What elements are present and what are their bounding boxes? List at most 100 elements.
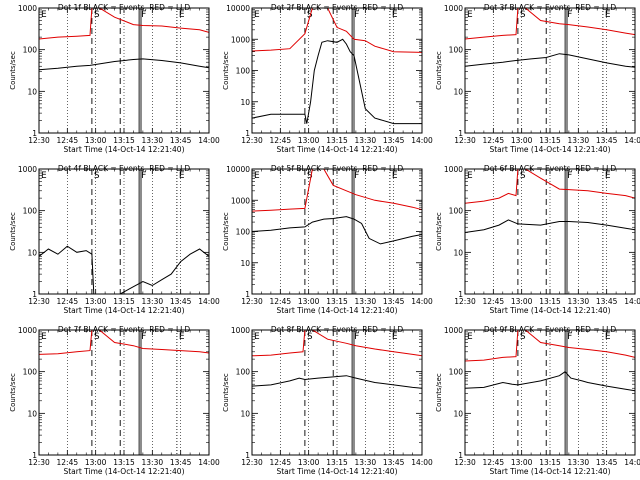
y-axis-label: Counts/sec: [222, 51, 230, 90]
x-tick-label: 12:45: [483, 136, 505, 145]
y-tick-label: 1: [245, 129, 250, 138]
marker-label: F: [354, 332, 359, 342]
y-tick-label: 1: [32, 129, 37, 138]
y-tick-label: 1: [32, 290, 37, 299]
x-tick-label: 13:15: [539, 136, 561, 145]
x-tick-label: 12:30: [28, 297, 50, 306]
y-tick-label: 100: [236, 67, 251, 76]
series-line-lld: [251, 7, 423, 53]
x-tick-label: 12:45: [270, 458, 292, 467]
x-tick-label: 12:30: [454, 136, 476, 145]
x-tick-label: 13:45: [383, 458, 405, 467]
marker-label: F: [567, 332, 572, 342]
x-tick-label: 13:30: [568, 136, 590, 145]
marker-label: E: [605, 332, 611, 342]
marker-label: S: [520, 10, 526, 20]
series-line-events: [464, 219, 636, 233]
x-tick-label: 12:30: [241, 136, 263, 145]
x-tick-label: 13:15: [326, 136, 348, 145]
series-line-events: [464, 53, 636, 68]
x-tick-label: 14:00: [198, 297, 220, 306]
x-tick-label: 13:30: [142, 458, 164, 467]
x-tick-label: 14:00: [198, 136, 220, 145]
x-tick-label: 13:30: [568, 297, 590, 306]
marker-label: E: [467, 332, 473, 342]
marker-label: E: [179, 332, 185, 342]
x-tick-label: 12:45: [270, 136, 292, 145]
x-tick-label: 13:30: [355, 458, 377, 467]
x-axis-label: Start Time (14-Oct-14 12:21:40): [489, 306, 610, 315]
x-tick-label: 12:30: [454, 297, 476, 306]
y-tick-label: 10: [27, 409, 37, 418]
y-tick-label: 10000: [226, 4, 250, 13]
x-tick-label: 13:30: [142, 136, 164, 145]
x-tick-label: 13:15: [539, 458, 561, 467]
y-tick-label: 1000: [18, 326, 37, 335]
marker-label: S: [520, 171, 526, 181]
y-tick-label: 1000: [231, 326, 250, 335]
y-tick-label: 10: [453, 87, 463, 96]
series-line-lld: [251, 168, 423, 212]
y-tick-label: 1: [458, 451, 463, 460]
marker-label: F: [141, 10, 146, 20]
y-tick-label: 1: [245, 451, 250, 460]
y-axis-label: Counts/sec: [9, 373, 17, 412]
x-tick-label: 13:45: [170, 458, 192, 467]
series-line-events: [251, 216, 423, 245]
y-tick-label: 1: [245, 290, 250, 299]
x-tick-label: 13:45: [383, 136, 405, 145]
x-tick-label: 12:30: [241, 297, 263, 306]
y-axis-label: Counts/sec: [9, 51, 17, 90]
marker-label: E: [467, 10, 473, 20]
x-tick-label: 14:00: [624, 297, 640, 306]
x-tick-label: 13:45: [596, 136, 618, 145]
x-tick-label: 14:00: [411, 297, 433, 306]
y-tick-label: 1: [32, 451, 37, 460]
x-tick-label: 13:45: [170, 297, 192, 306]
y-tick-label: 100: [449, 368, 464, 377]
y-tick-label: 1: [458, 290, 463, 299]
marker-label: E: [41, 332, 47, 342]
series-line-events: [464, 371, 636, 392]
x-tick-label: 13:00: [511, 297, 533, 306]
marker-label: F: [567, 10, 572, 20]
marker-label: E: [605, 171, 611, 181]
marker-label: E: [254, 10, 260, 20]
x-tick-label: 13:00: [511, 136, 533, 145]
x-tick-label: 13:30: [142, 297, 164, 306]
marker-label: E: [41, 10, 47, 20]
y-tick-label: 1000: [231, 196, 250, 205]
marker-label: E: [392, 10, 398, 20]
series-line-lld: [251, 329, 423, 357]
x-tick-label: 12:45: [57, 136, 79, 145]
x-tick-label: 12:30: [28, 136, 50, 145]
series-line-lld: [464, 329, 636, 362]
y-tick-label: 10: [27, 87, 37, 96]
series-line-events: [251, 38, 422, 125]
x-axis-label: Start Time (14-Oct-14 12:21:40): [276, 467, 397, 476]
x-tick-label: 13:00: [85, 297, 107, 306]
y-axis-label: Counts/sec: [435, 51, 443, 90]
y-tick-label: 100: [23, 368, 38, 377]
y-tick-label: 100: [23, 207, 38, 216]
y-tick-label: 10: [240, 409, 250, 418]
y-tick-label: 100: [236, 228, 251, 237]
x-tick-label: 13:45: [170, 136, 192, 145]
marker-label: F: [354, 10, 359, 20]
series-line-lld: [38, 7, 210, 40]
x-tick-label: 12:30: [28, 458, 50, 467]
marker-label: E: [392, 332, 398, 342]
x-tick-label: 13:45: [596, 297, 618, 306]
marker-label: F: [567, 171, 572, 181]
x-tick-label: 13:45: [596, 458, 618, 467]
y-tick-label: 1000: [444, 326, 463, 335]
y-tick-label: 10: [453, 248, 463, 257]
